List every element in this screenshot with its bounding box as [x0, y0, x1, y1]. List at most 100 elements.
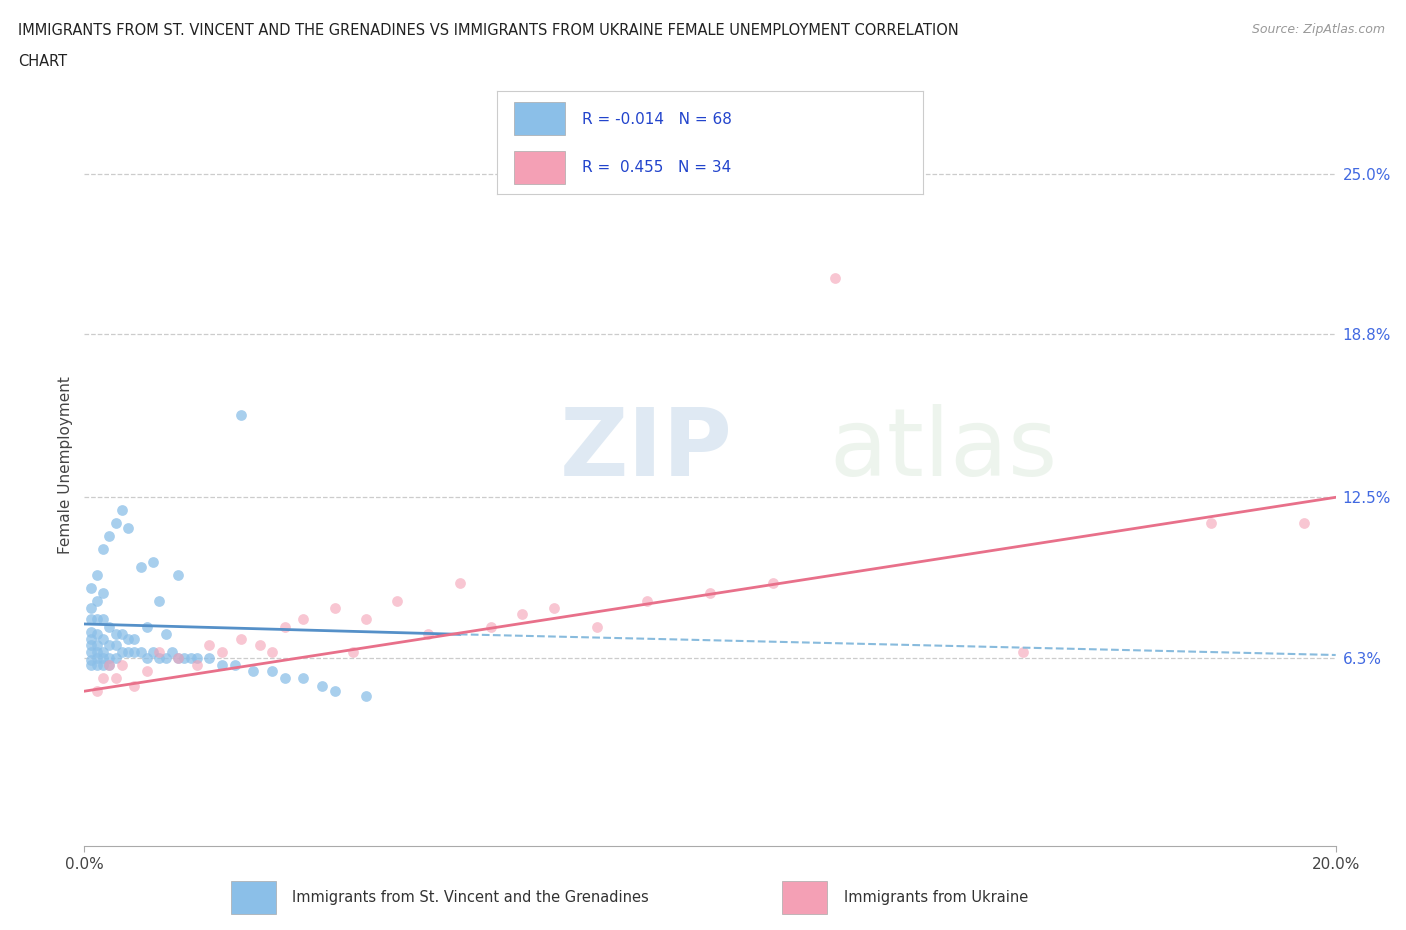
- Point: [86, 637, 108, 652]
- Point: [1012, 645, 1035, 660]
- Point: [323, 684, 346, 698]
- Point: [186, 650, 208, 665]
- Point: [323, 601, 346, 616]
- Point: [104, 516, 127, 531]
- Text: Immigrants from Ukraine: Immigrants from Ukraine: [844, 890, 1028, 905]
- Point: [311, 679, 333, 694]
- Point: [86, 645, 108, 660]
- Point: [104, 650, 127, 665]
- Point: [111, 627, 134, 642]
- Point: [249, 637, 271, 652]
- Point: [91, 632, 114, 647]
- Point: [273, 619, 295, 634]
- Point: [824, 270, 846, 285]
- Point: [91, 650, 114, 665]
- Point: [229, 632, 252, 647]
- Point: [86, 611, 108, 626]
- Point: [211, 645, 233, 660]
- Y-axis label: Female Unemployment: Female Unemployment: [58, 376, 73, 554]
- Point: [79, 658, 101, 672]
- Point: [117, 632, 139, 647]
- Point: [512, 606, 534, 621]
- Point: [273, 671, 295, 685]
- Point: [124, 645, 146, 660]
- Point: [479, 619, 502, 634]
- Point: [155, 627, 177, 642]
- Point: [1199, 516, 1222, 531]
- Point: [242, 663, 264, 678]
- Point: [136, 650, 159, 665]
- Point: [86, 593, 108, 608]
- Point: [91, 658, 114, 672]
- Point: [167, 567, 190, 582]
- Point: [142, 554, 165, 569]
- Point: [762, 575, 785, 590]
- Point: [224, 658, 246, 672]
- Point: [160, 645, 183, 660]
- Point: [91, 541, 114, 556]
- Text: Source: ZipAtlas.com: Source: ZipAtlas.com: [1251, 23, 1385, 36]
- Point: [79, 580, 101, 595]
- Point: [292, 611, 315, 626]
- Point: [79, 645, 101, 660]
- Point: [342, 645, 364, 660]
- Point: [79, 653, 101, 668]
- Point: [354, 689, 377, 704]
- Point: [167, 650, 190, 665]
- Point: [79, 611, 101, 626]
- Point: [136, 663, 159, 678]
- Point: [86, 658, 108, 672]
- Point: [262, 663, 284, 678]
- Point: [117, 521, 139, 536]
- FancyBboxPatch shape: [782, 881, 827, 914]
- Point: [117, 645, 139, 660]
- Point: [79, 624, 101, 639]
- Point: [148, 650, 170, 665]
- Text: ZIP: ZIP: [560, 404, 733, 496]
- Point: [98, 658, 121, 672]
- Point: [449, 575, 471, 590]
- Point: [86, 650, 108, 665]
- Point: [86, 627, 108, 642]
- Point: [543, 601, 565, 616]
- Point: [79, 601, 101, 616]
- Point: [586, 619, 609, 634]
- Point: [155, 650, 177, 665]
- Point: [262, 645, 284, 660]
- Point: [136, 619, 159, 634]
- Point: [173, 650, 195, 665]
- Point: [699, 586, 721, 601]
- Point: [142, 645, 165, 660]
- Point: [111, 503, 134, 518]
- Point: [79, 637, 101, 652]
- Point: [129, 560, 152, 575]
- Point: [124, 632, 146, 647]
- Point: [86, 684, 108, 698]
- Text: atlas: atlas: [830, 404, 1057, 496]
- Point: [91, 645, 114, 660]
- Point: [229, 407, 252, 422]
- Point: [98, 650, 121, 665]
- Point: [292, 671, 315, 685]
- Point: [354, 611, 377, 626]
- Point: [98, 619, 121, 634]
- Point: [79, 632, 101, 647]
- Point: [124, 679, 146, 694]
- Point: [104, 671, 127, 685]
- Point: [86, 567, 108, 582]
- Point: [1294, 516, 1316, 531]
- Point: [111, 645, 134, 660]
- Point: [198, 650, 221, 665]
- Text: IMMIGRANTS FROM ST. VINCENT AND THE GRENADINES VS IMMIGRANTS FROM UKRAINE FEMALE: IMMIGRANTS FROM ST. VINCENT AND THE GREN…: [18, 23, 959, 38]
- Point: [91, 671, 114, 685]
- Point: [104, 637, 127, 652]
- Point: [98, 528, 121, 543]
- Point: [167, 650, 190, 665]
- Point: [129, 645, 152, 660]
- FancyBboxPatch shape: [231, 881, 276, 914]
- Point: [91, 611, 114, 626]
- Point: [637, 593, 659, 608]
- Point: [180, 650, 202, 665]
- Point: [98, 658, 121, 672]
- Point: [98, 637, 121, 652]
